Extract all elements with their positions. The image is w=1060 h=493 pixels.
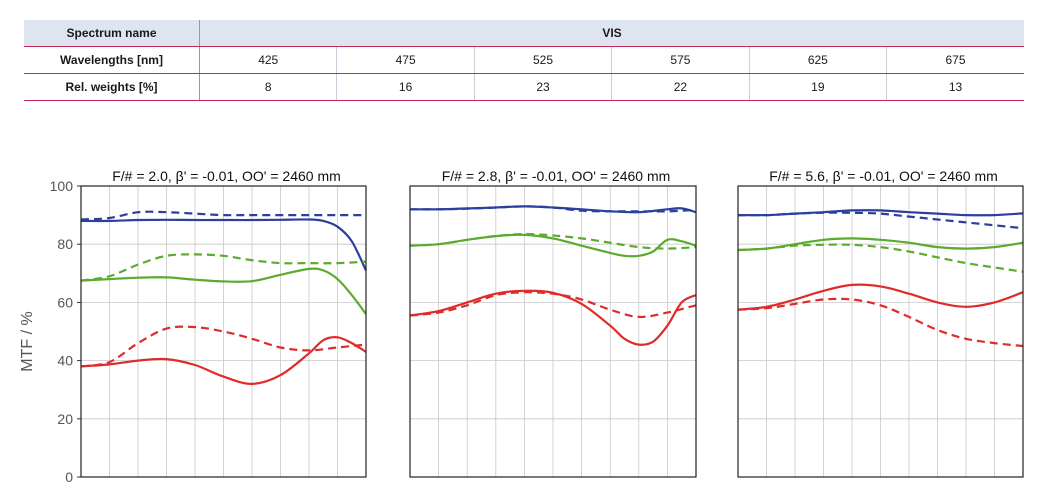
spectrum-table: Spectrum name VIS Wavelengths [nm] 425 4…: [24, 20, 1024, 101]
chart-frame: [80, 185, 367, 478]
weight-cell: 16: [336, 73, 475, 101]
wavelength-cell: 525: [474, 46, 613, 74]
y-tick-label: 0: [65, 469, 73, 485]
mtf-series-line: [737, 209, 1024, 217]
y-tick-label: 80: [57, 236, 73, 252]
weight-cell: 13: [886, 73, 1024, 101]
spectrum-row: Spectrum name VIS: [24, 20, 1024, 47]
wavelength-cell: 625: [749, 46, 888, 74]
mtf-series-line: [409, 291, 697, 319]
y-axis-label: MTF / %: [19, 311, 36, 371]
mtf-series-line: [80, 267, 367, 315]
mtf-series-line: [80, 218, 367, 271]
wavelengths-label: Wavelengths [nm]: [24, 46, 200, 74]
y-tick-label: 100: [50, 178, 74, 194]
wavelength-cell: 575: [611, 46, 750, 74]
mtf-series-line: [737, 283, 1024, 311]
chart-title: F/# = 5.6, β' = -0.01, OO' = 2460 mm: [769, 168, 998, 184]
chart-title: F/# = 2.8, β' = -0.01, OO' = 2460 mm: [442, 168, 671, 184]
mtf-series-line: [80, 325, 367, 368]
weights-label: Rel. weights [%]: [24, 73, 200, 101]
wavelength-cell: 475: [336, 46, 475, 74]
wavelengths-row: Wavelengths [nm] 425 475 525 575 625 675: [24, 46, 1024, 74]
mtf-series-line: [737, 297, 1024, 348]
wavelength-cell: 425: [199, 46, 338, 74]
mtf-series-line: [80, 210, 366, 221]
mtf-series-line: [737, 211, 1024, 230]
y-tick-label: 20: [57, 411, 73, 427]
weights-row: Rel. weights [%] 8 16 23 22 19 13: [24, 73, 1024, 101]
weight-cell: 22: [611, 73, 750, 101]
mtf-series-line: [409, 205, 697, 213]
mtf-chart-2: F/# = 2.8, β' = -0.01, OO' = 2460 mm: [409, 168, 697, 478]
mtf-series-line: [80, 253, 367, 282]
spectrum-label: Spectrum name: [24, 20, 200, 47]
mtf-series-line: [409, 289, 697, 346]
chart-frame: [737, 185, 1024, 478]
mtf-series-line: [737, 243, 1024, 273]
chart-frame: [409, 185, 697, 478]
y-tick-label: 60: [57, 294, 73, 310]
weight-cell: 8: [199, 73, 338, 101]
spectrum-value: VIS: [199, 20, 1024, 47]
weight-cell: 19: [749, 73, 888, 101]
mtf-chart-1: 0 20 40 60 80 100 MTF / % F/# = 2.0, β' = -0.01…: [19, 168, 367, 485]
mtf-series-line: [737, 237, 1024, 252]
y-tick-label: 40: [57, 353, 73, 369]
mtf-chart-3: F/# = 5.6, β' = -0.01, OO' = 2460 mm: [737, 168, 1024, 478]
wavelength-cell: 675: [886, 46, 1024, 74]
weight-cell: 23: [474, 73, 613, 101]
chart-title: F/# = 2.0, β' = -0.01, OO' = 2460 mm: [112, 168, 341, 184]
mtf-series-line: [80, 336, 367, 386]
mtf-series-line: [409, 232, 697, 250]
